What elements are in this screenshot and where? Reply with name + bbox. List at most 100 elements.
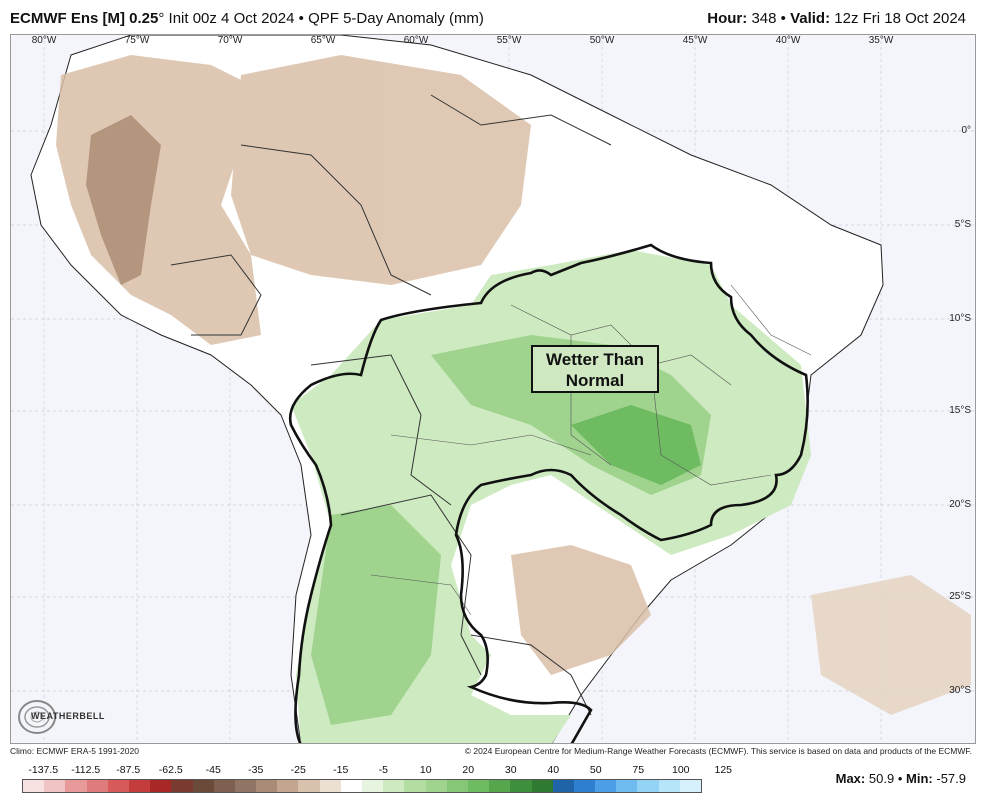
longitude-label: 55°W bbox=[496, 35, 522, 46]
forecast-time: Hour: 348 • Valid: 12z Fri 18 Oct 2024 bbox=[707, 10, 966, 27]
colorbar-swatch bbox=[234, 780, 257, 792]
valid-value: 12z Fri 18 Oct 2024 bbox=[834, 10, 966, 27]
country-borders bbox=[170, 94, 612, 716]
colorbar-label: -45 bbox=[205, 764, 221, 776]
max-min-stats: Max: 50.9 • Min: -57.9 bbox=[835, 771, 966, 786]
stats-separator: • bbox=[897, 771, 903, 786]
copyright-note: © 2024 European Centre for Medium-Range … bbox=[464, 746, 972, 756]
dry-anomaly-areas bbox=[56, 55, 971, 715]
colorbar-swatch bbox=[510, 780, 532, 792]
valid-label: Valid: bbox=[790, 10, 831, 27]
hour-value: 348 bbox=[751, 10, 777, 27]
dry-area-andes-dark bbox=[86, 115, 161, 285]
weatherbell-logo: WEATHERBELL bbox=[15, 695, 104, 739]
model-name: ECMWF Ens [M] 0.25 bbox=[10, 10, 159, 27]
colorbar-label: 100 bbox=[671, 764, 690, 776]
header: ECMWF Ens [M] 0.25° Init 00z 4 Oct 2024 … bbox=[0, 0, 984, 34]
wet-contour-line bbox=[288, 243, 809, 743]
min-value: -57.9 bbox=[936, 771, 966, 786]
colorbar-swatch bbox=[531, 780, 553, 792]
longitude-label: 65°W bbox=[310, 35, 336, 46]
init-time: Init 00z 4 Oct 2024 bbox=[168, 10, 295, 27]
colorbar-swatch bbox=[213, 780, 235, 792]
colorbar-swatch bbox=[573, 780, 596, 792]
colorbar-labels: -137.5 -112.5 -87.5 -62.5 -45 -35 -25 -15 -5 10 20… bbox=[22, 764, 732, 778]
colorbar-swatch bbox=[340, 780, 362, 792]
colorbar-swatch bbox=[319, 780, 341, 792]
latitude-label: 25°S bbox=[949, 591, 971, 602]
colorbar-swatch bbox=[658, 780, 680, 792]
map-panel: 80°W 75°W 70°W 65°W 60°W 55°W 50°W 45°W 40°W 35°W… bbox=[10, 34, 976, 744]
colorbar-swatch bbox=[192, 780, 214, 792]
longitude-label: 70°W bbox=[217, 35, 243, 46]
colorbar-label: 40 bbox=[547, 764, 560, 776]
longitude-label: 75°W bbox=[124, 35, 150, 46]
wetter-than-normal-annotation: Wetter Than Normal bbox=[531, 345, 659, 393]
colorbar-label: -25 bbox=[290, 764, 306, 776]
wet-area-south bbox=[311, 505, 441, 725]
wet-area-darkest bbox=[571, 405, 701, 485]
colorbar-swatch bbox=[383, 780, 405, 792]
dry-area-southeast bbox=[511, 545, 651, 675]
colorbar-label: -137.5 bbox=[28, 764, 59, 776]
latitude-label: 15°S bbox=[949, 405, 971, 416]
max-value: 50.9 bbox=[868, 771, 895, 786]
latitude-label: 30°S bbox=[949, 685, 971, 696]
colorbar-label: -15 bbox=[333, 764, 349, 776]
colorbar-label: 50 bbox=[589, 764, 602, 776]
colorbar-swatch bbox=[489, 780, 511, 792]
colorbar-swatch bbox=[86, 780, 108, 792]
longitude-label: 80°W bbox=[31, 35, 57, 46]
annotation-line-1: Wetter Than bbox=[546, 350, 644, 369]
colorbar-label: -87.5 bbox=[116, 764, 141, 776]
colorbar-swatch bbox=[637, 780, 659, 792]
colorbar-swatch bbox=[425, 780, 447, 792]
hour-label: Hour: bbox=[707, 10, 748, 27]
product-name: QPF 5-Day Anomaly (mm) bbox=[308, 10, 484, 27]
colorbar-swatch bbox=[595, 780, 617, 792]
colorbar-swatch bbox=[44, 780, 66, 792]
longitude-label: 50°W bbox=[589, 35, 615, 46]
latitude-label: 0° bbox=[961, 125, 971, 136]
colorbar-label: 75 bbox=[632, 764, 645, 776]
dry-area-ocean bbox=[811, 575, 971, 715]
min-label: Min bbox=[906, 771, 929, 786]
colorbar-swatch bbox=[171, 780, 193, 792]
colorbar-swatch bbox=[552, 780, 574, 792]
latitude-label: 5°S bbox=[954, 219, 971, 230]
annotation-line-2: Normal bbox=[565, 371, 625, 390]
colorbar-label: 125 bbox=[714, 764, 733, 776]
title-separator: • bbox=[298, 10, 304, 27]
max-label: Max bbox=[835, 771, 861, 786]
colorbar-swatch bbox=[404, 780, 426, 792]
time-separator: • bbox=[780, 10, 786, 27]
colorbar-label: -5 bbox=[378, 764, 388, 776]
colorbar-label: -112.5 bbox=[71, 764, 101, 776]
longitude-label: 40°W bbox=[775, 35, 801, 46]
colorbar: -137.5 -112.5 -87.5 -62.5 -45 -35 -25 -15 -5 10 20… bbox=[22, 764, 732, 804]
colorbar-swatch bbox=[679, 780, 701, 792]
colorbar-label: 10 bbox=[419, 764, 432, 776]
colorbar-swatch bbox=[256, 780, 278, 792]
climo-note: Climo: ECMWF ERA-5 1991-2020 bbox=[10, 746, 139, 756]
longitude-label: 45°W bbox=[682, 35, 708, 46]
colorbar-swatch bbox=[128, 780, 151, 792]
colorbar-swatch bbox=[107, 780, 129, 792]
colorbar-label: 30 bbox=[504, 764, 517, 776]
colorbar-swatch bbox=[467, 780, 490, 792]
colorbar-swatch bbox=[298, 780, 320, 792]
colorbar-swatch bbox=[277, 780, 299, 792]
latitude-label: 10°S bbox=[949, 313, 971, 324]
logo-text: WEATHERBELL bbox=[31, 711, 105, 721]
degree-symbol: ° bbox=[158, 10, 165, 27]
colorbar-swatch bbox=[362, 780, 384, 792]
longitude-label: 35°W bbox=[868, 35, 894, 46]
colorbar-swatch bbox=[65, 780, 87, 792]
colorbar-swatch bbox=[150, 780, 172, 792]
colorbar-swatch bbox=[616, 780, 638, 792]
colorbar-swatch bbox=[23, 780, 45, 792]
map-title: ECMWF Ens [M] 0.25° Init 00z 4 Oct 2024 … bbox=[10, 10, 484, 27]
dry-area-amazon bbox=[231, 55, 531, 285]
colorbar-label: 20 bbox=[462, 764, 475, 776]
colorbar-swatch bbox=[446, 780, 468, 792]
